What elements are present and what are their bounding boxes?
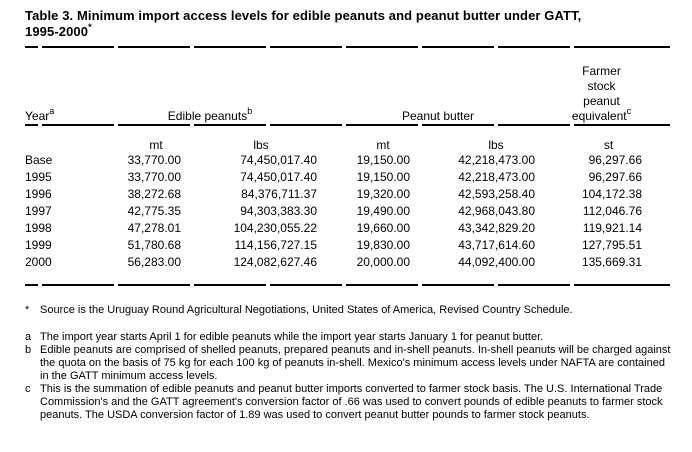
unit-header-farmer-st: st bbox=[603, 138, 614, 152]
value-cell: 19,660.00 bbox=[356, 221, 410, 235]
value-cell: 74,450,017.40 bbox=[240, 153, 317, 167]
unit-header-edible-lbs: lbs bbox=[253, 138, 269, 152]
table-row: 2000 56,283.00 124,082,627.46 20,000.00 … bbox=[25, 254, 670, 271]
row-year-label: 1995 bbox=[25, 170, 52, 184]
value-cell: 33,770.00 bbox=[127, 153, 181, 167]
row-year-label: 1999 bbox=[25, 238, 52, 252]
horizontal-rule-bottom bbox=[25, 284, 670, 286]
col-header-farmer-sup: c bbox=[626, 106, 632, 116]
unit-header-row: mt lbs mt lbs st bbox=[25, 126, 670, 152]
value-cell: 96,297.66 bbox=[588, 170, 642, 184]
value-cell: 38,272.68 bbox=[127, 187, 181, 201]
table-row: 1996 38,272.68 84,376,711.37 19,320.00 4… bbox=[25, 186, 670, 203]
value-cell: 19,830.00 bbox=[356, 238, 410, 252]
value-cell: 94,303,383.30 bbox=[240, 204, 317, 218]
farmer-stock-line: peanut bbox=[583, 94, 620, 108]
value-cell: 42,775.35 bbox=[127, 204, 181, 218]
footnotes: * Source is the Uruguay Round Agricultur… bbox=[25, 304, 674, 422]
value-cell: 124,082,627.46 bbox=[233, 255, 317, 269]
row-year-label: 1998 bbox=[25, 221, 52, 235]
value-cell: 42,968,043.80 bbox=[458, 204, 535, 218]
value-cell: 96,297.66 bbox=[588, 153, 642, 167]
footnote-text: Source is the Uruguay Round Agricultural… bbox=[40, 304, 573, 316]
col-header-edible-label: Edible peanuts bbox=[167, 109, 248, 123]
col-header-edible-sup: b bbox=[247, 106, 253, 116]
footnote-c: c This is the summation of edible peanut… bbox=[25, 383, 674, 422]
title-footnote-marker: * bbox=[88, 21, 92, 32]
value-cell: 84,376,711.37 bbox=[241, 187, 317, 201]
footnote-marker: c bbox=[25, 383, 31, 395]
value-cell: 20,000.00 bbox=[356, 255, 410, 269]
value-cell: 135,669.31 bbox=[581, 255, 642, 269]
table-row: 1999 51,780.68 114,156,727.15 19,830.00 … bbox=[25, 237, 670, 254]
col-header-farmer-stock: Farmer stock peanut equivalentc bbox=[547, 48, 670, 124]
value-cell: 47,278.01 bbox=[127, 221, 181, 235]
value-cell: 119,921.14 bbox=[582, 221, 642, 235]
table-row: 1997 42,775.35 94,303,383.30 19,490.00 4… bbox=[25, 203, 670, 220]
table-row: Base 33,770.00 74,450,017.40 19,150.00 4… bbox=[25, 152, 670, 169]
value-cell: 42,218,473.00 bbox=[458, 153, 535, 167]
footnote-marker: a bbox=[25, 331, 32, 343]
horizontal-rule-top bbox=[25, 46, 670, 48]
value-cell: 112,046.76 bbox=[582, 204, 642, 218]
col-header-peanut-butter-label: Peanut butter bbox=[401, 109, 475, 123]
footnote-marker: b bbox=[25, 344, 32, 356]
value-cell: 44,092,400.00 bbox=[458, 255, 535, 269]
footnote-b: b Edible peanuts are comprised of shelle… bbox=[25, 344, 674, 383]
value-cell: 56,283.00 bbox=[127, 255, 181, 269]
table-row: 1998 47,278.01 104,230,055.22 19,660.00 … bbox=[25, 220, 670, 237]
value-cell: 19,150.00 bbox=[356, 153, 410, 167]
footnote-a: a The import year starts April 1 for edi… bbox=[25, 331, 674, 344]
value-cell: 42,218,473.00 bbox=[458, 170, 535, 184]
footnote-text: The import year starts April 1 for edibl… bbox=[40, 331, 544, 343]
value-cell: 114,156,727.15 bbox=[234, 238, 317, 252]
value-cell: 42,593,258.40 bbox=[458, 187, 535, 201]
farmer-stock-line: stock bbox=[587, 79, 616, 93]
row-year-label: Base bbox=[25, 153, 53, 167]
table-row: 1995 33,770.00 74,450,017.40 19,150.00 4… bbox=[25, 169, 670, 186]
footnote-text: This is the summation of edible peanuts … bbox=[40, 383, 663, 421]
horizontal-rule-middle bbox=[25, 124, 670, 126]
row-year-label: 1997 bbox=[25, 204, 52, 218]
value-cell: 33,770.00 bbox=[127, 170, 181, 184]
unit-header-pb-lbs: lbs bbox=[488, 138, 504, 152]
footnote-marker: * bbox=[25, 304, 30, 316]
value-cell: 104,172.38 bbox=[581, 187, 642, 201]
value-cell: 19,490.00 bbox=[356, 204, 410, 218]
table-title: Table 3. Minimum import access levels fo… bbox=[25, 8, 672, 40]
col-header-year-label: Year bbox=[25, 109, 50, 123]
data-table: mt lbs mt lbs st Base 33,770.00 74,450,0… bbox=[25, 126, 670, 271]
unit-header-edible-mt: mt bbox=[149, 138, 163, 152]
row-year-label: 2000 bbox=[25, 255, 52, 269]
row-year-label: 1996 bbox=[25, 187, 52, 201]
value-cell: 43,717,614.60 bbox=[458, 238, 535, 252]
table-title-line2: 1995-2000 bbox=[25, 24, 89, 39]
value-cell: 19,320.00 bbox=[356, 187, 410, 201]
column-header-row: Yeara Edible peanutsb Peanut butter Farm… bbox=[25, 48, 670, 124]
col-header-edible-peanuts: Edible peanutsb bbox=[91, 48, 329, 124]
col-header-peanut-butter: Peanut butter bbox=[329, 48, 547, 124]
value-cell: 74,450,017.40 bbox=[240, 170, 317, 184]
unit-header-blank bbox=[25, 126, 91, 152]
value-cell: 19,150.00 bbox=[356, 170, 410, 184]
value-cell: 51,780.68 bbox=[127, 238, 181, 252]
unit-header-pb-mt: mt bbox=[376, 138, 390, 152]
column-header-table: Yeara Edible peanutsb Peanut butter Farm… bbox=[25, 48, 670, 124]
value-cell: 127,795.51 bbox=[581, 238, 642, 252]
footnote-source: * Source is the Uruguay Round Agricultur… bbox=[25, 304, 674, 317]
value-cell: 104,230,055.22 bbox=[233, 221, 317, 235]
col-header-year: Yeara bbox=[25, 48, 91, 124]
farmer-stock-line: Farmer bbox=[582, 64, 621, 78]
farmer-stock-equivalent-label: equivalent bbox=[571, 109, 627, 123]
col-header-year-sup: a bbox=[49, 106, 55, 116]
farmer-stock-line: equivalentc bbox=[547, 106, 656, 124]
table-title-line1: Table 3. Minimum import access levels fo… bbox=[25, 8, 582, 23]
value-cell: 43,342,829.20 bbox=[458, 221, 535, 235]
footnote-text: Edible peanuts are comprised of shelled … bbox=[40, 344, 671, 382]
